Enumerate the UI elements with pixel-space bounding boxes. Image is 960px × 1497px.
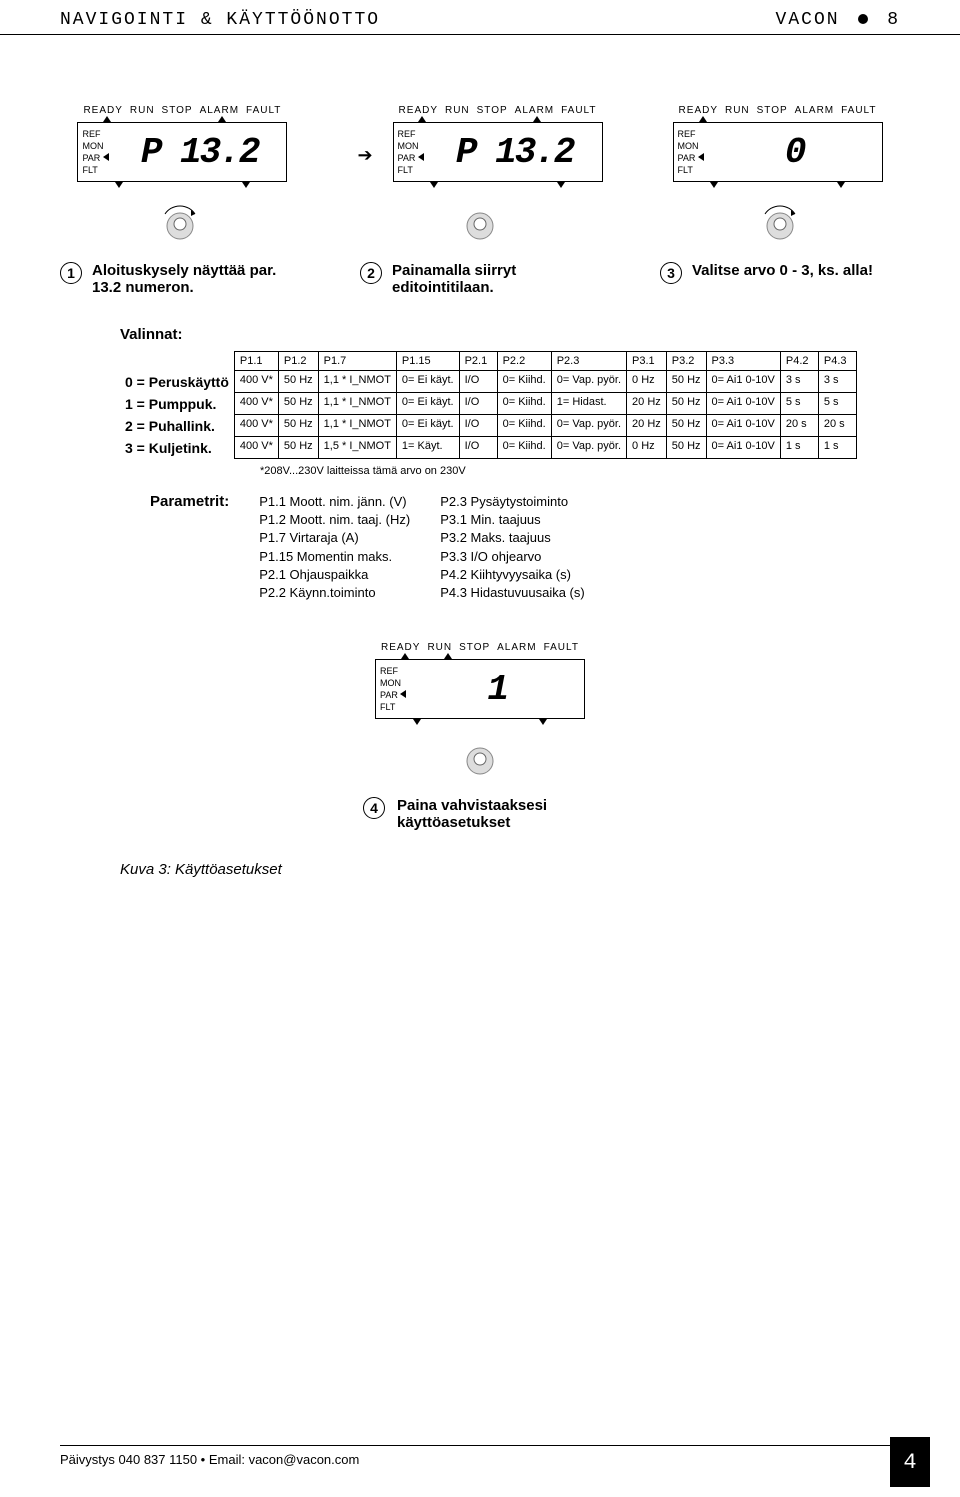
display-panel: READYRUNSTOPALARMFAULT REFMON PAR FLT P … (77, 105, 287, 188)
side-labels: REFMON PAR FLT (78, 127, 112, 177)
param-col-left: P1.1 Moott. nim. jänn. (V)P1.2 Moott. ni… (259, 493, 410, 602)
knob-icon (160, 202, 200, 242)
table-row: 1 = Pumppuk.400 V*50 Hz1,1 * I_NMOT0= Ei… (120, 393, 856, 415)
page-number: 4 (890, 1437, 930, 1487)
arrow-right-icon: ➔ (357, 145, 372, 166)
table-row: 3 = Kuljetink.400 V*50 Hz1,5 * I_NMOT1= … (120, 437, 856, 459)
figure-caption: Kuva 3: Käyttöasetukset (0, 861, 960, 878)
step-1: 1Aloituskysely näyttää par. 13.2 numeron… (60, 262, 300, 296)
led-row: READYRUNSTOPALARMFAULT (77, 105, 287, 116)
knob-icon (460, 737, 500, 777)
display-panel: READYRUNSTOPALARMFAULT REFMONPAR FLT 0 (673, 105, 883, 188)
display-panels-row: READYRUNSTOPALARMFAULT REFMON PAR FLT P … (0, 105, 960, 188)
param-table: P1.1P1.2P1.7P1.15P2.1P2.2P2.3P3.1P3.2P3.… (120, 351, 857, 459)
param-col-right: P2.3 PysäytystoimintoP3.1 Min. taajuusP3… (440, 493, 585, 602)
page-footer: Päivystys 040 837 1150 • Email: vacon@va… (60, 1445, 900, 1467)
display-panel: READYRUNSTOPALARMFAULT REFMONPAR FLT P 1… (393, 105, 603, 188)
dot-icon (858, 14, 868, 24)
table-row: 0 = Peruskäyttö400 V*50 Hz1,1 * I_NMOT0=… (120, 371, 856, 393)
steps-row: 1Aloituskysely näyttää par. 13.2 numeron… (0, 262, 960, 296)
page-header: navigointi & käyttöönotto vacon 8 (0, 0, 960, 35)
seven-seg: P 13.2 (113, 132, 287, 173)
valinnat-title: Valinnat: (120, 326, 900, 343)
bottom-panel-wrap: READYRUNSTOPALARMFAULT REFMONPAR FLT 1 4… (0, 642, 960, 831)
footer-text: Päivystys 040 837 1150 • Email: vacon@va… (60, 1452, 359, 1467)
knob-icon (460, 202, 500, 242)
step-4: 4Paina vahvistaaksesi käyttöasetukset (363, 797, 597, 831)
header-left: navigointi & käyttöönotto (60, 10, 380, 30)
footnote: *208V...230V laitteissa tämä arvo on 230… (260, 465, 900, 477)
step-number: 1 (60, 262, 82, 284)
step-2: 2Painamalla siirryt editointitilaan. (360, 262, 600, 296)
parametrit-label: Parametrit: (150, 493, 229, 602)
valinnat-section: Valinnat: P1.1P1.2P1.7P1.15P2.1P2.2P2.3P… (0, 296, 960, 477)
display-panel: READYRUNSTOPALARMFAULT REFMONPAR FLT 1 (375, 642, 585, 725)
knob-row (0, 202, 960, 242)
header-right: vacon 8 (776, 10, 900, 30)
table-row: 2 = Puhallink.400 V*50 Hz1,1 * I_NMOT0= … (120, 415, 856, 437)
step-3: 3Valitse arvo 0 - 3, ks. alla! (660, 262, 900, 296)
parametrit-section: Parametrit: P1.1 Moott. nim. jänn. (V)P1… (0, 477, 960, 602)
table-header-row: P1.1P1.2P1.7P1.15P2.1P2.2P2.3P3.1P3.2P3.… (120, 352, 856, 371)
knob-icon (760, 202, 800, 242)
